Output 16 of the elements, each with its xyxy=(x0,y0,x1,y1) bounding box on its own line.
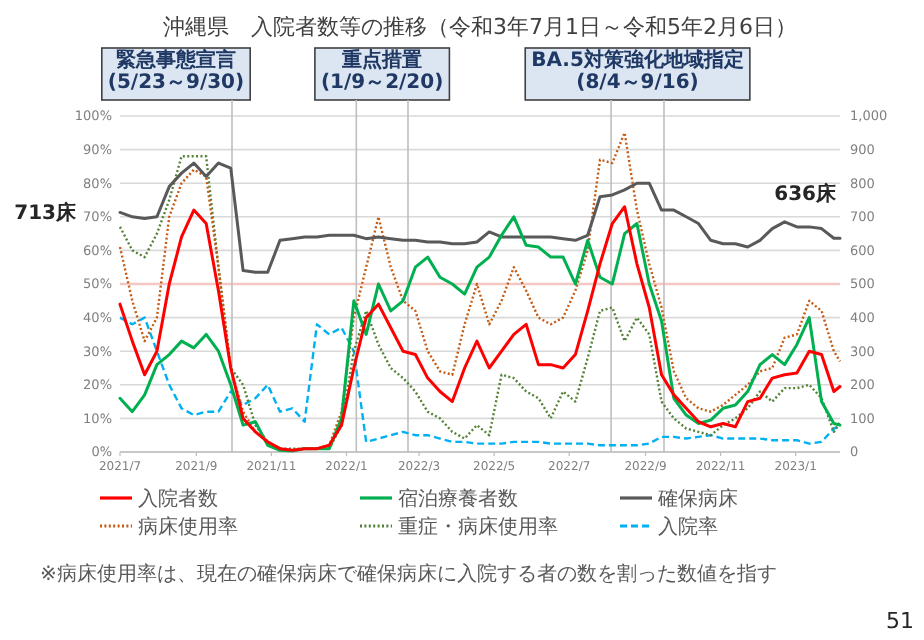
ref-line-label: 重点措置 (1/9～2/20) xyxy=(320,48,444,94)
legend-label: 確保病床 xyxy=(656,487,738,511)
ref-line-label: 緊急事態宣言 (5/23～9/30) xyxy=(107,48,245,94)
legend-label: 入院率 xyxy=(658,515,718,539)
chart-title: 沖縄県 入院者数等の推移（令和3年7月1日～令和5年2月6日） xyxy=(163,14,797,40)
legend-label: 病床使用率 xyxy=(138,515,238,539)
legend-label: 重症・病床使用率 xyxy=(398,515,558,539)
legend-label: 宿泊療養者数 xyxy=(398,487,518,511)
legend-label: 入院者数 xyxy=(138,487,218,511)
text: 713床 xyxy=(14,201,78,226)
text: 51 xyxy=(886,608,914,634)
line-series xyxy=(118,316,842,447)
annotation: 636床 xyxy=(774,182,838,206)
text: ※病床使用率は、現在の確保病床で確保病床に入院する者の数を割った数値を指す xyxy=(40,562,777,586)
line-series xyxy=(118,161,842,274)
ref-line-label: BA.5対策強化地域指定 (8/4～9/16) xyxy=(531,48,744,94)
